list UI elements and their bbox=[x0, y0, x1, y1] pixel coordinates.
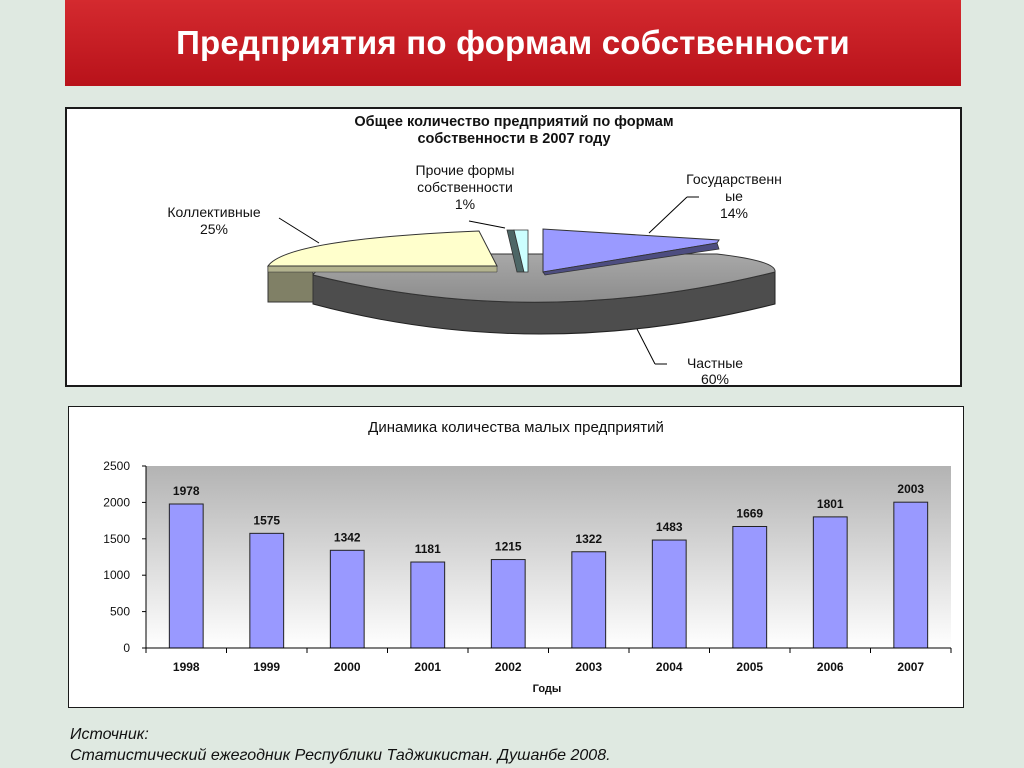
bar-value-labels: 1978 1575 1342 1181 1215 1322 1483 1669 1801 2003 bbox=[173, 482, 925, 556]
source-label: Источник: bbox=[70, 726, 149, 743]
x-tick-label-1999: 1999 bbox=[253, 660, 280, 674]
pie-label-state-pct: 14% bbox=[720, 205, 748, 221]
pie-slice-other bbox=[506, 229, 529, 273]
y-tick-label-2000: 2000 bbox=[103, 495, 130, 509]
bar-chart-title: Динамика количества малых предприятий bbox=[368, 419, 664, 436]
bar-value-label-2005: 1669 bbox=[736, 506, 763, 520]
slide-header: Предприятия по формам собственности bbox=[65, 0, 961, 86]
bar-value-label-2000: 1342 bbox=[334, 530, 361, 544]
x-tick-label-2005: 2005 bbox=[736, 660, 763, 674]
pie-chart-panel: Общее количество предприятий по формам с… bbox=[65, 107, 962, 387]
y-tick-label-500: 500 bbox=[110, 605, 130, 619]
bar-2000 bbox=[329, 549, 365, 649]
x-tick-label-2002: 2002 bbox=[495, 660, 522, 674]
y-tick-label-2500: 2500 bbox=[103, 459, 130, 473]
bar-value-label-1999: 1575 bbox=[253, 513, 280, 527]
bar-value-label-2003: 1322 bbox=[575, 532, 602, 546]
pie-label-state-name-1: Государственн bbox=[686, 171, 782, 187]
y-tick-label-1000: 1000 bbox=[103, 568, 130, 582]
bar-value-label-1998: 1978 bbox=[173, 484, 200, 498]
x-tick-labels: 1998 1999 2000 2001 2002 2003 2004 2005 2006 2007 bbox=[173, 660, 925, 674]
pie-label-private-pct: 60% bbox=[701, 371, 729, 385]
pie-label-state-name-2: ые bbox=[725, 188, 743, 204]
y-tick-label-1500: 1500 bbox=[103, 532, 130, 546]
bar-value-label-2002: 1215 bbox=[495, 540, 522, 554]
bar-1999 bbox=[249, 532, 285, 649]
pie-label-other-name-2: собственности bbox=[417, 179, 513, 195]
bar-value-label-2007: 2003 bbox=[897, 482, 924, 496]
bar-2003 bbox=[571, 551, 607, 649]
pie-slice-state bbox=[542, 228, 720, 276]
bar-2001 bbox=[410, 561, 446, 649]
bar-2004 bbox=[651, 539, 687, 649]
x-tick-label-2000: 2000 bbox=[334, 660, 361, 674]
pie-label-other-name-1: Прочие формы bbox=[416, 162, 515, 178]
bar-2005 bbox=[732, 525, 768, 649]
bar-2007 bbox=[893, 501, 929, 649]
pie-slice-collective bbox=[267, 230, 498, 303]
source-text: Статистический ежегодник Республики Тадж… bbox=[70, 747, 611, 764]
x-tick-label-2007: 2007 bbox=[897, 660, 924, 674]
x-tick-label-2003: 2003 bbox=[575, 660, 602, 674]
pie-label-collective-name: Коллективные bbox=[167, 204, 261, 220]
x-axis-label: Годы bbox=[533, 683, 562, 695]
pie-title-line-1: Общее количество предприятий по формам bbox=[354, 114, 673, 130]
bar-value-label-2006: 1801 bbox=[817, 497, 844, 511]
bar-2006 bbox=[812, 516, 848, 649]
axes bbox=[142, 465, 952, 653]
bar-chart: Динамика количества малых предприятий 19… bbox=[103, 419, 952, 695]
source-note: Источник: Статистический ежегодник Респу… bbox=[70, 724, 611, 766]
pie-title-line-2: собственности в 2007 году bbox=[417, 131, 610, 147]
x-tick-label-1998: 1998 bbox=[173, 660, 200, 674]
slide-title: Предприятия по формам собственности bbox=[176, 24, 850, 61]
bar-value-label-2001: 1181 bbox=[415, 542, 441, 556]
bar-value-label-2004: 1483 bbox=[656, 520, 683, 534]
y-tick-labels: 0 500 1000 1500 2000 2500 bbox=[103, 459, 130, 655]
pie-leader-lines bbox=[278, 196, 699, 365]
bar-2002 bbox=[490, 559, 526, 649]
pie-label-collective-pct: 25% bbox=[200, 221, 228, 237]
pie-chart: Общее количество предприятий по формам с… bbox=[167, 114, 782, 385]
pie-label-other-pct: 1% bbox=[455, 196, 475, 212]
x-tick-label-2001: 2001 bbox=[414, 660, 441, 674]
pie-label-private-name: Частные bbox=[687, 355, 743, 371]
x-tick-label-2004: 2004 bbox=[656, 660, 683, 674]
bar-chart-panel: Динамика количества малых предприятий 19… bbox=[68, 406, 964, 708]
x-tick-label-2006: 2006 bbox=[817, 660, 844, 674]
bar-series bbox=[168, 501, 929, 649]
bar-1998 bbox=[168, 503, 204, 649]
y-tick-label-0: 0 bbox=[123, 641, 130, 655]
